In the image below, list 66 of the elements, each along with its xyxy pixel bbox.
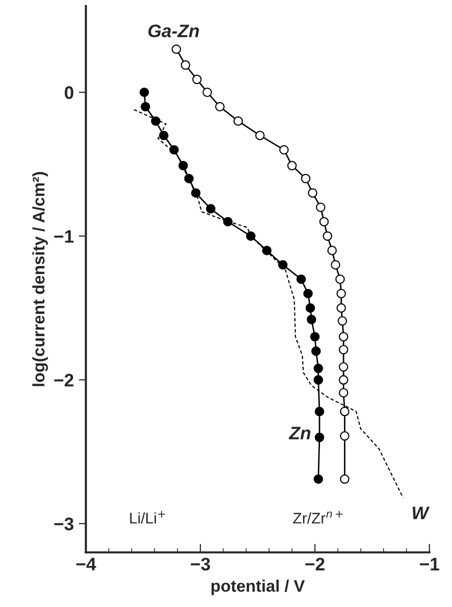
point bbox=[180, 60, 190, 70]
y-tick-label: −2 bbox=[54, 374, 74, 386]
y-tick-label: −3 bbox=[54, 518, 74, 530]
point bbox=[303, 288, 313, 298]
point bbox=[279, 145, 289, 155]
point bbox=[338, 362, 348, 372]
x-tick-label: −4 bbox=[76, 558, 96, 570]
point bbox=[340, 474, 350, 484]
point bbox=[314, 364, 324, 374]
point bbox=[192, 74, 202, 84]
y-axis-title: log(current density / A/cm²) bbox=[32, 172, 48, 386]
point bbox=[319, 216, 329, 226]
point bbox=[330, 260, 340, 270]
point bbox=[301, 174, 310, 184]
series-label: W bbox=[412, 506, 430, 520]
point bbox=[140, 102, 150, 112]
point bbox=[340, 406, 350, 416]
point bbox=[172, 44, 182, 54]
point bbox=[151, 116, 160, 126]
point bbox=[202, 88, 212, 98]
point bbox=[159, 130, 168, 140]
point bbox=[223, 216, 233, 226]
point bbox=[206, 204, 216, 214]
point bbox=[335, 274, 345, 284]
x-tick-label: −2 bbox=[305, 558, 324, 570]
point bbox=[296, 274, 306, 284]
point bbox=[314, 474, 324, 484]
point bbox=[314, 432, 324, 442]
point bbox=[310, 332, 320, 342]
point bbox=[306, 303, 316, 313]
point bbox=[178, 160, 188, 170]
point bbox=[340, 431, 350, 441]
point bbox=[327, 246, 337, 256]
point bbox=[314, 406, 324, 416]
y-tick-label: −1 bbox=[54, 230, 74, 243]
y-tick-label: 0 bbox=[64, 86, 74, 100]
point bbox=[287, 160, 297, 170]
point bbox=[246, 231, 256, 241]
point bbox=[336, 303, 346, 313]
annotation: Li/Li$^{+}$ bbox=[130, 510, 165, 524]
point bbox=[184, 174, 194, 184]
point bbox=[140, 88, 149, 98]
point bbox=[338, 375, 348, 385]
point bbox=[278, 260, 288, 270]
point bbox=[338, 332, 348, 342]
x-axis-title: potential / V bbox=[212, 580, 305, 596]
point bbox=[314, 375, 324, 385]
point bbox=[338, 344, 348, 354]
point bbox=[311, 346, 321, 356]
x-tick-label: −1 bbox=[420, 558, 440, 570]
x-tick-label: −3 bbox=[190, 558, 210, 571]
point bbox=[255, 130, 265, 140]
series-label: Zn bbox=[288, 426, 310, 440]
point bbox=[306, 314, 316, 324]
series-label: Ga-Zn bbox=[148, 24, 199, 38]
point bbox=[233, 116, 243, 126]
point bbox=[262, 246, 272, 256]
point bbox=[308, 188, 318, 198]
annotation: Zr/Zr$^{n+}$ bbox=[293, 510, 343, 524]
point bbox=[338, 316, 348, 326]
point bbox=[336, 288, 346, 298]
point bbox=[215, 102, 225, 112]
point bbox=[316, 202, 326, 212]
point bbox=[322, 231, 332, 241]
point bbox=[191, 188, 201, 198]
point bbox=[338, 388, 348, 398]
